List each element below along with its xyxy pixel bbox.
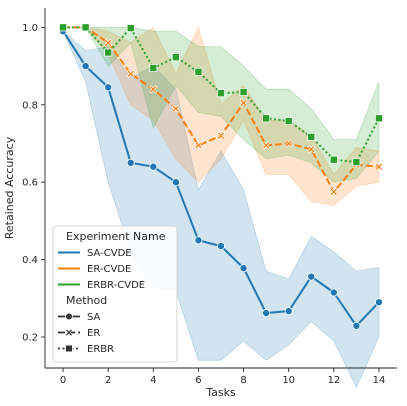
point-er-cvde-12 — [329, 187, 338, 196]
point-erbr-cvde-7 — [216, 89, 225, 98]
axes: 0 2 4 6 8 10 12 14 0.2 0.4 0.6 0.8 1.0 Tasks Retained … — [3, 8, 397, 399]
point-er-cvde-5 — [171, 104, 180, 113]
point-er-cvde-4 — [149, 85, 158, 94]
point-erbr-cvde-3 — [126, 24, 135, 33]
y-tick-label-1: 1.0 — [22, 23, 38, 34]
legend-title-method: Method — [66, 294, 107, 307]
series-markers — [59, 23, 383, 330]
confidence-bands — [62, 26, 380, 389]
legend-label-erbr: ERBR — [87, 344, 114, 355]
point-er-cvde-3 — [126, 69, 135, 78]
point-sa-cvde-14 — [374, 298, 383, 307]
point-sa-cvde-7 — [216, 242, 225, 251]
point-erbr-cvde-8 — [239, 88, 248, 97]
legend: Experiment Name SA-CVDE ER-CVDE ERBR-CVDE Me… — [52, 225, 178, 363]
point-erbr-cvde-4 — [149, 64, 158, 73]
point-er-cvde-10 — [284, 139, 293, 148]
point-er-cvde-14 — [374, 162, 383, 171]
legend-title-experiment: Experiment Name — [66, 230, 166, 243]
point-erbr-cvde-12 — [329, 155, 338, 164]
point-er-cvde-8 — [239, 98, 248, 107]
point-er-cvde-9 — [262, 141, 271, 150]
legend-style-marker-erbr — [65, 344, 73, 353]
x-tick-label-8: 8 — [240, 375, 246, 386]
y-tick-label-0.4: 0.4 — [22, 255, 38, 266]
point-sa-cvde-8 — [239, 264, 248, 273]
x-axis-label: Tasks — [205, 386, 236, 399]
x-tick-label-6: 6 — [195, 375, 201, 386]
point-er-cvde-7 — [216, 131, 226, 140]
y-tick-label-0.6: 0.6 — [22, 178, 38, 189]
x-tick-label-10: 10 — [282, 375, 295, 386]
y-tick-label-0.2: 0.2 — [22, 333, 38, 344]
legend-label-sa-cvde: SA-CVDE — [87, 248, 132, 259]
point-er-cvde-6 — [194, 141, 203, 150]
point-sa-cvde-11 — [307, 272, 316, 281]
point-erbr-cvde-13 — [352, 158, 361, 167]
point-sa-cvde-3 — [126, 158, 135, 167]
point-sa-cvde-10 — [284, 307, 293, 316]
x-tick-label-14: 14 — [373, 375, 386, 386]
x-tick-label-4: 4 — [150, 375, 156, 386]
point-er-cvde-2 — [104, 38, 113, 47]
x-tick-label-0: 0 — [60, 375, 66, 386]
y-axis-label: Retained Accuracy — [3, 136, 16, 239]
legend-label-erbr-cvde: ERBR-CVDE — [87, 280, 145, 291]
point-erbr-cvde-14 — [374, 114, 383, 123]
point-erbr-cvde-2 — [104, 48, 113, 57]
line-erbr-cvde — [63, 26, 380, 164]
x-tick-label-12: 12 — [327, 375, 340, 386]
legend-box — [52, 225, 178, 363]
legend-label-er-cvde: ER-CVDE — [87, 264, 131, 275]
x-tick-label-2: 2 — [105, 375, 111, 386]
point-sa-cvde-2 — [104, 83, 113, 92]
point-sa-cvde-9 — [262, 309, 271, 318]
point-erbr-cvde-5 — [171, 53, 180, 62]
point-er-cvde-11 — [307, 145, 316, 154]
point-sa-cvde-1 — [81, 62, 90, 71]
legend-label-er: ER — [87, 328, 100, 339]
point-erbr-cvde-1 — [81, 23, 90, 32]
y-tick-label-0.8: 0.8 — [22, 100, 38, 111]
point-sa-cvde-12 — [329, 288, 338, 297]
point-erbr-cvde-9 — [262, 114, 271, 123]
point-sa-cvde-4 — [149, 162, 158, 171]
legend-style-marker-er — [65, 328, 73, 337]
point-erbr-cvde-0 — [59, 23, 68, 32]
point-erbr-cvde-6 — [194, 67, 203, 76]
legend-label-sa: SA — [87, 312, 101, 323]
legend-style-marker-sa — [65, 312, 73, 321]
point-sa-cvde-13 — [352, 321, 361, 330]
point-sa-cvde-5 — [171, 178, 180, 187]
point-erbr-cvde-10 — [284, 117, 293, 126]
point-sa-cvde-6 — [194, 236, 203, 245]
point-erbr-cvde-11 — [307, 132, 316, 141]
